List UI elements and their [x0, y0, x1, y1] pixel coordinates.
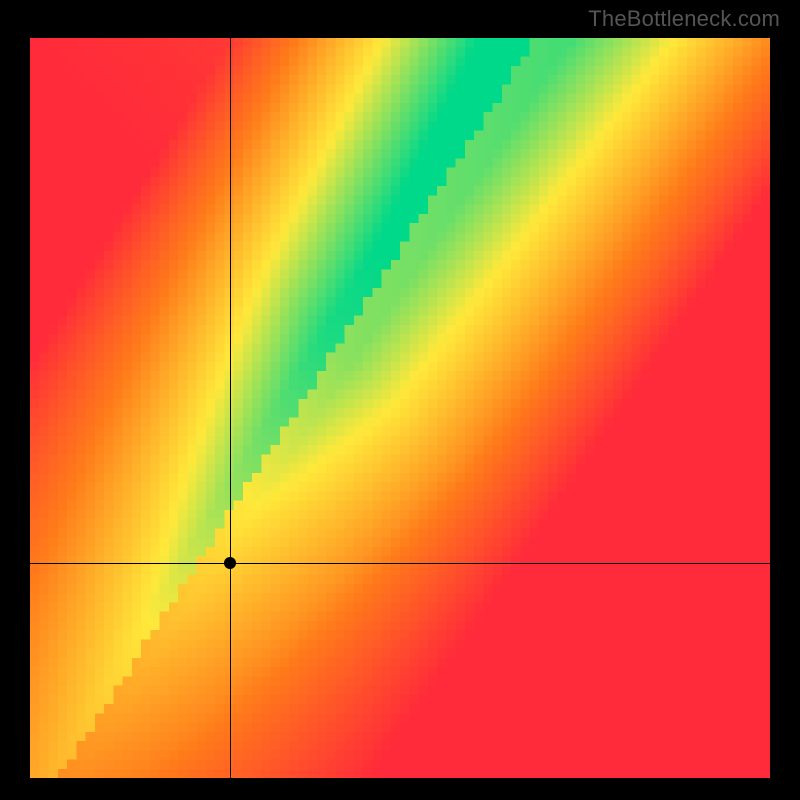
plot-area [30, 38, 770, 778]
watermark-text: TheBottleneck.com [588, 6, 780, 32]
crosshair-vertical [230, 38, 231, 778]
heatmap-canvas [30, 38, 770, 778]
crosshair-marker [224, 557, 236, 569]
chart-frame: TheBottleneck.com [0, 0, 800, 800]
crosshair-horizontal [30, 563, 770, 564]
